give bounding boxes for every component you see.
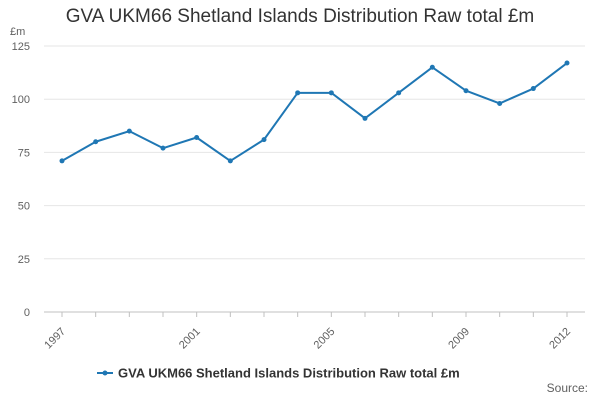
legend-label[interactable]: GVA UKM66 Shetland Islands Distribution … — [118, 366, 460, 381]
data-point[interactable] — [194, 135, 200, 141]
y-tick-label: 25 — [18, 254, 30, 266]
x-tick-label: 1997 — [42, 326, 68, 352]
chart-title: GVA UKM66 Shetland Islands Distribution … — [65, 6, 535, 27]
gridlines — [44, 45, 585, 313]
legend[interactable]: GVA UKM66 Shetland Islands Distribution … — [97, 366, 460, 381]
y-tick-label: 75 — [18, 147, 30, 159]
y-axis-ticks: 0 25 50 75 100 125 — [12, 41, 30, 319]
x-tick-label: 2009 — [446, 326, 472, 352]
data-point[interactable] — [530, 86, 536, 92]
y-tick-label: 0 — [24, 307, 30, 319]
x-tick-label: 2005 — [312, 326, 338, 352]
data-point[interactable] — [227, 158, 233, 164]
data-point[interactable] — [261, 137, 267, 143]
data-point[interactable] — [160, 145, 166, 151]
data-point[interactable] — [93, 139, 99, 145]
data-point[interactable] — [295, 90, 301, 96]
series-line[interactable] — [61, 62, 568, 162]
data-point[interactable] — [126, 128, 132, 134]
y-axis-unit-label: £m — [10, 26, 26, 38]
data-point[interactable] — [463, 88, 469, 94]
y-tick-label: 125 — [12, 41, 30, 53]
series-group — [59, 60, 570, 164]
x-tick-label: 2001 — [177, 326, 203, 352]
data-point[interactable] — [59, 158, 65, 164]
data-point[interactable] — [564, 60, 570, 66]
x-tick-label: 2012 — [547, 326, 573, 352]
data-point[interactable] — [328, 90, 334, 96]
x-axis-ticks: 1997 2001 2005 2009 2012 — [42, 312, 573, 351]
legend-marker[interactable] — [102, 370, 108, 376]
data-point[interactable] — [362, 115, 368, 121]
data-point[interactable] — [396, 90, 402, 96]
source-label[interactable]: Source: — [546, 381, 588, 395]
y-tick-label: 100 — [12, 94, 30, 106]
data-point[interactable] — [497, 100, 503, 106]
y-tick-label: 50 — [18, 201, 30, 213]
data-point[interactable] — [429, 64, 435, 70]
